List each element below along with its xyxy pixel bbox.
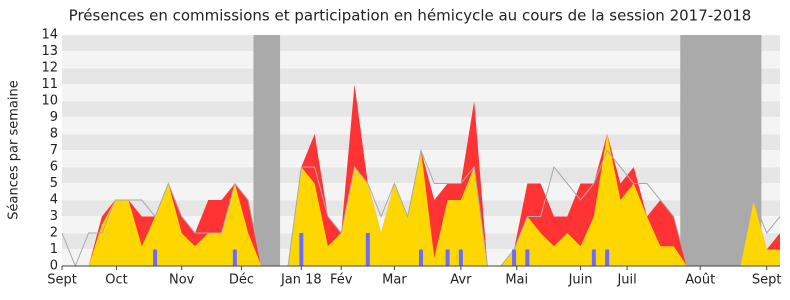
y-tick-label: 6 [50, 160, 58, 175]
grid-band [62, 35, 780, 52]
grid-band [62, 101, 780, 118]
x-tick-label: Mar [382, 273, 407, 288]
bar [525, 249, 530, 266]
grid-band [62, 117, 780, 134]
y-tick-label: 14 [41, 28, 58, 43]
x-tick-label: Juin [568, 273, 593, 288]
x-tick-label: Avr [450, 273, 472, 288]
x-tick-label: Déc [229, 273, 254, 288]
x-tick-label: Juil [616, 273, 636, 288]
chart-title: Présences en commissions et participatio… [69, 7, 752, 25]
vacation-band [253, 35, 281, 266]
bar [512, 249, 517, 266]
x-tick-label: Fév [330, 273, 353, 288]
x-tick-label: Nov [169, 273, 195, 288]
y-tick-label: 8 [50, 127, 58, 142]
bar [445, 249, 450, 266]
x-tick-label: Jan 18 [280, 273, 322, 288]
grid-band [62, 68, 780, 85]
bar [299, 233, 304, 266]
x-tick-label: Sept [47, 273, 77, 288]
x-tick-label: Août [685, 273, 715, 288]
y-tick-label: 2 [50, 226, 58, 241]
bar [365, 233, 370, 266]
x-tick-label: Oct [105, 273, 127, 288]
y-tick-label: 4 [50, 193, 58, 208]
y-tick-label: 11 [41, 77, 58, 92]
y-tick-label: 3 [50, 209, 58, 224]
grid-band [62, 51, 780, 68]
grid-band [62, 84, 780, 101]
area [62, 134, 780, 266]
bar [232, 249, 237, 266]
y-tick-label: 0 [50, 259, 58, 274]
y-tick-label: 5 [50, 176, 58, 191]
bar [153, 249, 158, 266]
y-tick-label: 10 [41, 94, 58, 109]
y-tick-label: 1 [50, 242, 58, 257]
bar [605, 249, 610, 266]
y-axis-label: Séances par semaine [7, 80, 22, 219]
y-tick-label: 9 [50, 110, 58, 125]
y-tick-label: 7 [50, 143, 58, 158]
grid-band [62, 134, 780, 151]
x-tick-label: Sept [752, 273, 782, 288]
bar [591, 249, 596, 266]
y-tick-label: 12 [41, 61, 58, 76]
y-tick-label: 13 [41, 44, 58, 59]
bar [458, 249, 463, 266]
x-tick-label: Mai [505, 273, 528, 288]
line [61, 148, 781, 268]
bar [419, 249, 423, 266]
